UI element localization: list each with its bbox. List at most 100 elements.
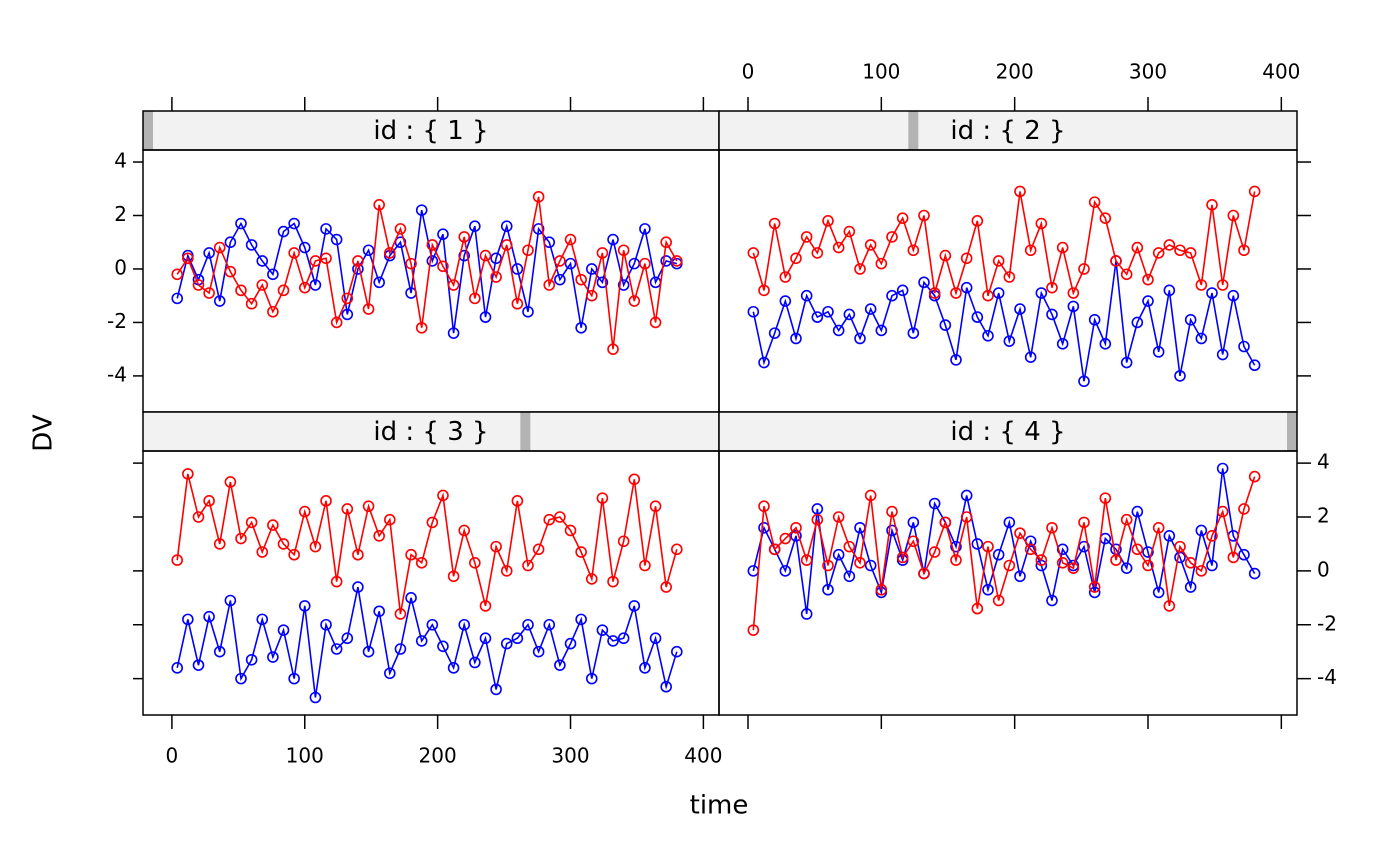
data-point [330, 575, 343, 588]
data-point [671, 645, 683, 658]
data-point [864, 489, 877, 502]
data-point [1056, 556, 1069, 569]
data-point [511, 495, 524, 507]
data-point [1142, 559, 1154, 572]
data-point [245, 516, 258, 529]
series-line [752, 468, 1256, 615]
data-point [298, 241, 311, 254]
data-point [649, 632, 662, 645]
data-point [1184, 247, 1197, 259]
data-point [928, 287, 941, 299]
data-point [288, 672, 300, 685]
data-point [564, 233, 577, 246]
data-point [352, 581, 364, 593]
data-point [617, 244, 630, 257]
data-point [426, 618, 439, 631]
data-point [1184, 313, 1197, 326]
data-point [628, 295, 641, 307]
data-point [1184, 556, 1197, 569]
data-point [490, 540, 502, 553]
data-point [907, 327, 920, 339]
data-point [928, 497, 941, 510]
data-point [384, 513, 396, 526]
data-point [843, 308, 856, 321]
data-point [1184, 581, 1197, 593]
data-point [950, 540, 962, 553]
data-point [298, 505, 311, 518]
data-point [992, 548, 1005, 561]
data-point [800, 608, 813, 620]
data-point [628, 473, 641, 486]
data-point [854, 332, 866, 345]
data-point [500, 637, 513, 650]
data-point [532, 190, 545, 203]
strip [719, 111, 1297, 150]
strip-title: id : { 2 } [950, 116, 1065, 146]
strip-level-indicator [143, 111, 153, 150]
data-point [1142, 295, 1154, 307]
data-point [790, 521, 802, 534]
data-point [585, 289, 598, 302]
data-point [1163, 239, 1176, 251]
data-point [790, 252, 802, 265]
data-point [447, 662, 460, 674]
x-tick-label: 300 [551, 744, 589, 768]
data-point [500, 565, 513, 577]
data-point [1227, 289, 1240, 302]
data-point [779, 271, 792, 283]
data-point [1142, 546, 1154, 558]
data-point [1174, 370, 1186, 382]
data-point [224, 236, 237, 249]
data-point [192, 279, 205, 291]
data-point [490, 683, 502, 696]
data-point [758, 284, 770, 297]
data-point [758, 356, 770, 369]
data-point [182, 252, 194, 265]
data-point [639, 662, 651, 674]
strip-title: id : { 3 } [373, 417, 488, 447]
y-tick-label: -4 [107, 362, 127, 386]
strip-title: id : { 4 } [950, 417, 1065, 447]
data-point [1024, 351, 1037, 363]
data-point [1088, 313, 1101, 326]
series-line [176, 209, 678, 334]
y-tick-label: 4 [1317, 450, 1330, 474]
data-point [1206, 530, 1218, 542]
data-point [320, 223, 332, 235]
data-point [277, 284, 290, 297]
data-point [522, 244, 534, 257]
series-line [752, 191, 1256, 296]
data-point [1248, 470, 1261, 483]
data-point [660, 236, 672, 249]
data-point [907, 535, 920, 548]
x-tick-label: 0 [742, 60, 755, 84]
data-point [437, 640, 449, 653]
data-point [1131, 543, 1144, 556]
data-point [575, 273, 587, 286]
data-point [1163, 530, 1176, 542]
data-point [394, 236, 407, 249]
data-point [320, 495, 332, 507]
data-point [1099, 338, 1112, 350]
data-point [992, 594, 1005, 607]
data-point [490, 252, 502, 265]
data-point [1003, 271, 1016, 283]
data-point [607, 343, 619, 355]
data-point [864, 239, 877, 251]
data-point [1120, 356, 1133, 369]
data-point [1067, 562, 1080, 574]
data-point [960, 281, 973, 294]
data-point [554, 659, 566, 671]
data-point [992, 287, 1005, 299]
x-tick-label: 300 [1129, 60, 1167, 84]
data-point [426, 239, 439, 251]
data-point [1120, 562, 1133, 574]
data-point [1056, 338, 1069, 350]
data-point [822, 215, 834, 227]
data-point [790, 530, 802, 542]
data-point [469, 556, 481, 569]
data-point [458, 249, 471, 262]
data-point [564, 637, 577, 650]
data-point [213, 295, 226, 307]
data-point [585, 573, 598, 585]
